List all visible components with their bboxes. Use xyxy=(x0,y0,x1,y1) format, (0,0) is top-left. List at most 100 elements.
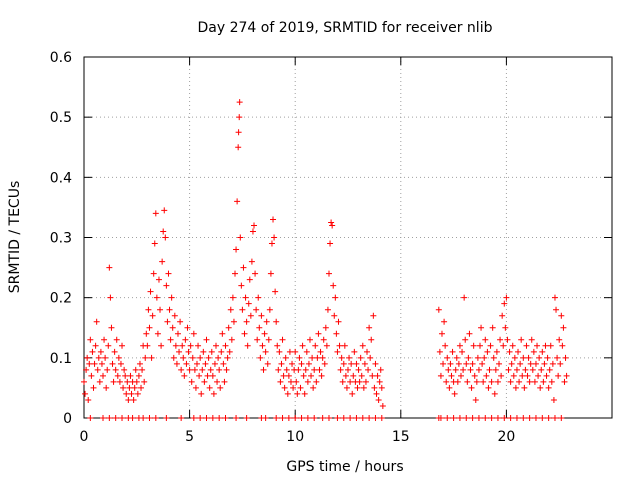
data-point xyxy=(328,219,335,226)
data-point xyxy=(97,348,104,355)
zero-point xyxy=(273,415,280,421)
data-point xyxy=(152,210,159,217)
data-point xyxy=(303,348,310,355)
zero-point xyxy=(507,415,514,421)
data-point xyxy=(515,348,522,355)
data-point xyxy=(464,378,471,385)
data-point xyxy=(443,378,450,385)
data-point xyxy=(226,348,233,355)
data-point xyxy=(128,390,135,397)
x-tick-label: 0 xyxy=(80,429,89,445)
data-point xyxy=(301,390,308,397)
data-point xyxy=(138,384,145,391)
data-point xyxy=(205,354,212,361)
y-tick-label: 0.5 xyxy=(50,110,72,126)
data-point xyxy=(89,348,96,355)
data-point xyxy=(236,99,243,106)
data-point xyxy=(251,222,258,229)
data-point xyxy=(107,294,114,301)
data-point xyxy=(534,342,541,349)
zero-point xyxy=(140,415,147,421)
data-point xyxy=(103,384,110,391)
data-point xyxy=(218,348,225,355)
data-point xyxy=(496,360,503,367)
data-point xyxy=(312,342,319,349)
data-point xyxy=(127,372,134,379)
zero-point xyxy=(539,415,546,421)
data-point xyxy=(236,114,243,121)
data-point xyxy=(278,360,285,367)
data-point xyxy=(367,354,374,361)
data-point xyxy=(311,366,318,373)
data-point xyxy=(292,348,299,355)
data-point xyxy=(169,324,176,331)
zero-point xyxy=(359,415,366,421)
data-point xyxy=(345,366,351,373)
data-point xyxy=(444,354,451,361)
data-point xyxy=(448,372,455,379)
data-point xyxy=(234,198,241,205)
data-point xyxy=(95,354,102,361)
data-point xyxy=(153,294,160,301)
data-point xyxy=(259,342,266,349)
data-point xyxy=(469,360,476,367)
data-point xyxy=(329,222,336,229)
data-point xyxy=(88,372,95,379)
data-point xyxy=(560,324,567,331)
data-point xyxy=(91,360,98,367)
data-point xyxy=(242,294,249,301)
x-tick-labels: 0 5 10 15 20 xyxy=(80,429,516,445)
data-point xyxy=(198,390,205,397)
data-point xyxy=(308,372,315,379)
data-point xyxy=(260,366,267,373)
data-point xyxy=(481,354,488,361)
data-point xyxy=(220,360,227,367)
data-point xyxy=(223,366,230,373)
data-point xyxy=(449,348,456,355)
data-point xyxy=(195,342,202,349)
data-point xyxy=(102,354,109,361)
data-point xyxy=(238,282,245,289)
data-point xyxy=(146,324,153,331)
data-point xyxy=(208,348,215,355)
data-point xyxy=(511,354,518,361)
zero-point xyxy=(513,415,520,421)
data-point xyxy=(310,384,317,391)
zero-point xyxy=(325,415,332,421)
data-point xyxy=(290,384,297,391)
data-point xyxy=(130,396,137,403)
data-point xyxy=(340,360,347,367)
data-point xyxy=(158,342,165,349)
data-point xyxy=(474,354,481,361)
data-point xyxy=(355,366,362,373)
data-point xyxy=(488,378,495,385)
y-tick-label: 0.3 xyxy=(50,231,72,247)
data-point xyxy=(339,378,346,385)
data-point xyxy=(81,378,87,385)
data-point xyxy=(296,354,303,361)
data-point xyxy=(463,360,470,367)
data-point xyxy=(83,366,90,373)
data-point xyxy=(372,360,379,367)
data-point xyxy=(348,360,355,367)
data-point xyxy=(300,372,307,379)
data-point xyxy=(563,372,570,379)
data-point xyxy=(315,330,322,337)
zero-point xyxy=(209,415,216,421)
data-point xyxy=(257,354,264,361)
data-point xyxy=(562,354,569,361)
data-point xyxy=(365,366,372,373)
data-point xyxy=(502,324,509,331)
data-point xyxy=(504,336,511,343)
data-point xyxy=(90,384,97,391)
zero-point xyxy=(482,415,489,421)
zero-point xyxy=(292,415,299,421)
data-point xyxy=(341,342,348,349)
data-point xyxy=(556,336,563,343)
data-point xyxy=(274,342,281,349)
data-point xyxy=(459,348,466,355)
data-point xyxy=(532,360,539,367)
data-point xyxy=(506,348,513,355)
data-point xyxy=(527,360,534,367)
data-point xyxy=(171,312,178,319)
